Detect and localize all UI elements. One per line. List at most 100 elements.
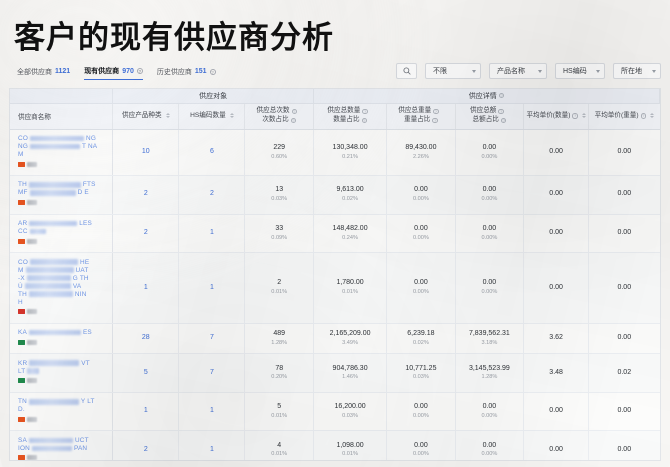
cell-supply-amount: 0.00 0.00% [455, 392, 525, 432]
col-header-hs-count[interactable]: HS编码数量 [178, 103, 246, 130]
percentage: 0.00% [412, 451, 429, 458]
supplier-name-link[interactable]: KA ES [18, 329, 106, 349]
percentage: 0.01% [342, 289, 358, 296]
filter-select-location[interactable]: 所在地 [613, 63, 661, 79]
percentage: 0.00% [481, 289, 498, 296]
value-link[interactable]: 1 [143, 283, 148, 291]
cell-hs-count[interactable]: 7 [178, 323, 246, 355]
sort-icon[interactable] [649, 113, 654, 119]
table-row[interactable]: SA UCT ION PAN 2 1 4 0.01% 1,098.00 0.01% 0.00 0.00… [10, 430, 660, 460]
info-icon[interactable]: ? [136, 68, 143, 74]
info-icon[interactable]: ? [498, 108, 504, 115]
col-header-supply-qty[interactable]: 供应总数量 ? 数量占比 ? [313, 103, 388, 130]
tab-current-suppliers[interactable]: 现有供应商 970 ? [84, 66, 143, 80]
supplier-name-line: M UAT [18, 266, 106, 274]
cell-hs-count[interactable]: 2 [178, 175, 246, 215]
cell-supplier-name[interactable]: CO NG NG T NA M [10, 129, 114, 177]
value-link[interactable]: 7 [209, 368, 214, 376]
supplier-name-link[interactable]: TN Y LT D. [18, 398, 106, 426]
value-link[interactable]: 1 [209, 283, 214, 291]
cell-hs-count[interactable]: 6 [178, 129, 246, 177]
supplier-name-fragment: CC [18, 227, 28, 235]
cell-supplier-name[interactable]: KA ES [10, 323, 114, 355]
cell-avg-price-qty: 0.00 [523, 129, 590, 177]
cell-supply-qty: 2,165,209.00 3.49% [313, 323, 388, 355]
table-row[interactable]: AR LES CC 2 1 33 0.09% 148,482.00 0.24% 0.00 0.00%… [10, 214, 660, 254]
cell-supplier-name[interactable]: TN Y LT D. [10, 392, 114, 432]
supplier-name-link[interactable]: AR LES CC [18, 220, 106, 248]
col-header-avg-price-weight[interactable]: 平均单价(重量) ? [588, 103, 660, 130]
cell-hs-count[interactable]: 1 [178, 392, 246, 432]
value-link[interactable]: 1 [209, 407, 214, 415]
info-icon[interactable]: ? [209, 68, 216, 75]
flag-icon [18, 238, 25, 244]
cell-product-kind[interactable]: 1 [112, 252, 180, 324]
value-link[interactable]: 2 [209, 190, 214, 198]
value-link[interactable]: 2 [143, 190, 148, 198]
table-row[interactable]: TH FTS MF D E 2 2 13 0.03% 9,613.00 0.02% 0.00 0.00… [10, 175, 660, 215]
percentage: 1.28% [271, 339, 288, 346]
tab-all-suppliers[interactable]: 全部供应商 1121 [17, 67, 70, 80]
value-link[interactable]: 7 [209, 334, 214, 342]
cell-supplier-name[interactable]: AR LES CC [10, 214, 114, 254]
value-link[interactable]: 1 [143, 407, 148, 415]
info-icon[interactable]: ? [500, 117, 507, 124]
search-icon[interactable] [396, 63, 417, 79]
cell-supplier-name[interactable]: CO HE M UAT -X G TH Ù VA TH NIN H [10, 252, 114, 324]
col-header-supply-count[interactable]: 供应总次数 ? 次数占比 ? [244, 103, 314, 130]
table-row[interactable]: KR VT LT 5 7 78 0.20% 904,786.30 1.46% 10,771.25 0… [10, 353, 660, 393]
cell-product-kind[interactable]: 2 [112, 214, 180, 254]
sort-icon[interactable] [581, 113, 586, 119]
info-icon[interactable]: ? [572, 113, 578, 119]
cell-product-kind[interactable]: 2 [112, 175, 180, 215]
supplier-table-container[interactable]: 供应对象 供应详情 ? 供应商名称 供应产品种类 [9, 88, 661, 461]
supplier-name-link[interactable]: KR VT LT [18, 359, 106, 387]
info-icon[interactable]: ? [361, 117, 367, 124]
info-icon[interactable]: ? [640, 113, 646, 119]
col-header-product-kind[interactable]: 供应产品种类 [112, 103, 180, 130]
col-header-supply-amount[interactable]: 供应总额 ? 总额占比 ? [455, 103, 525, 130]
supplier-name-link[interactable]: SA UCT ION PAN [18, 436, 106, 460]
col-header-supply-weight[interactable]: 供应总重量 ? 重量占比 ? [386, 103, 456, 130]
supplier-name-link[interactable]: TH FTS MF D E [18, 181, 106, 209]
cell-hs-count[interactable]: 1 [178, 430, 246, 460]
value-link[interactable]: 2 [143, 445, 148, 453]
supplier-name-link[interactable]: CO NG NG T NA M [18, 135, 106, 171]
cell-supplier-name[interactable]: KR VT LT [10, 353, 114, 393]
value-link[interactable]: 5 [143, 368, 148, 376]
cell-product-kind[interactable]: 2 [112, 430, 180, 460]
table-row[interactable]: CO NG NG T NA M 10 6 229 0.60% 130,348.00 0.21% 89,… [10, 129, 660, 177]
filter-select-unlimited[interactable]: 不限 [425, 63, 481, 79]
cell-supplier-name[interactable]: SA UCT ION PAN [10, 430, 114, 460]
value-link[interactable]: 28 [141, 334, 150, 342]
value-link[interactable]: 10 [141, 147, 150, 155]
supplier-name-link[interactable]: CO HE M UAT -X G TH Ù VA TH NIN H [18, 258, 106, 318]
table-row[interactable]: CO HE M UAT -X G TH Ù VA TH NIN H 1 1 2 0.01% 1,780.00 0… [10, 252, 660, 324]
table-row[interactable]: KA ES 28 7 489 1.28% 2,165,209.00 3.49% 6,239.18… [10, 323, 660, 355]
filter-select-product-name[interactable]: 产品名称 [489, 63, 547, 79]
info-icon[interactable]: ? [498, 93, 505, 99]
cell-hs-count[interactable]: 1 [178, 252, 246, 324]
cell-product-kind[interactable]: 5 [112, 353, 180, 393]
tab-historical-suppliers[interactable]: 历史供应商 151 ? [157, 67, 216, 80]
table-row[interactable]: TN Y LT D. 1 1 5 0.01% 16,200.00 0.03% 0.00 0.00% 0… [10, 392, 660, 432]
info-icon[interactable]: ? [432, 117, 438, 124]
info-icon[interactable]: ? [433, 108, 439, 115]
sort-icon[interactable] [229, 113, 234, 119]
cell-product-kind[interactable]: 1 [112, 392, 180, 432]
info-icon[interactable]: ? [362, 108, 368, 115]
cell-hs-count[interactable]: 1 [178, 214, 246, 254]
value-link[interactable]: 1 [209, 445, 214, 453]
cell-product-kind[interactable]: 28 [112, 323, 180, 355]
value-link[interactable]: 2 [143, 228, 148, 236]
cell-product-kind[interactable]: 10 [112, 129, 180, 177]
value-link[interactable]: 6 [209, 147, 214, 155]
filter-select-hs-code[interactable]: HS编码 [555, 63, 605, 79]
cell-supplier-name[interactable]: TH FTS MF D E [10, 175, 114, 215]
info-icon[interactable]: ? [290, 117, 297, 124]
col-header-avg-price-qty[interactable]: 平均单价(数量) ? [523, 103, 590, 130]
cell-hs-count[interactable]: 7 [178, 353, 246, 393]
sort-icon[interactable] [165, 113, 170, 119]
info-icon[interactable]: ? [291, 108, 297, 115]
value-link[interactable]: 1 [209, 228, 214, 236]
